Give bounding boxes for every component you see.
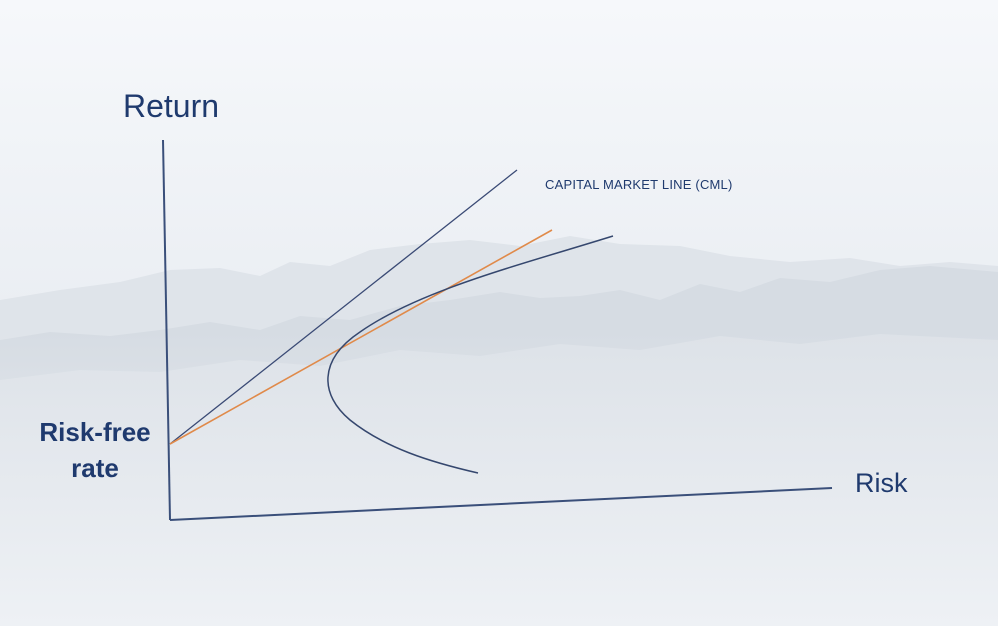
mist-overlay — [0, 330, 998, 626]
efficient-frontier-curve — [327, 235, 614, 474]
x-axis-label: Risk — [855, 468, 908, 498]
steep-line — [169, 169, 518, 445]
y-axis — [162, 139, 171, 521]
risk-free-rate-label: Risk-free rate — [22, 414, 168, 486]
y-axis-label: Return — [123, 88, 220, 124]
capital-market-line — [169, 229, 553, 445]
risk-free-label-line2: rate — [71, 453, 119, 483]
x-axis — [169, 487, 833, 521]
cml-label: CAPITAL MARKET LINE (CML) — [545, 177, 733, 192]
risk-free-label-line1: Risk-free — [39, 417, 151, 447]
